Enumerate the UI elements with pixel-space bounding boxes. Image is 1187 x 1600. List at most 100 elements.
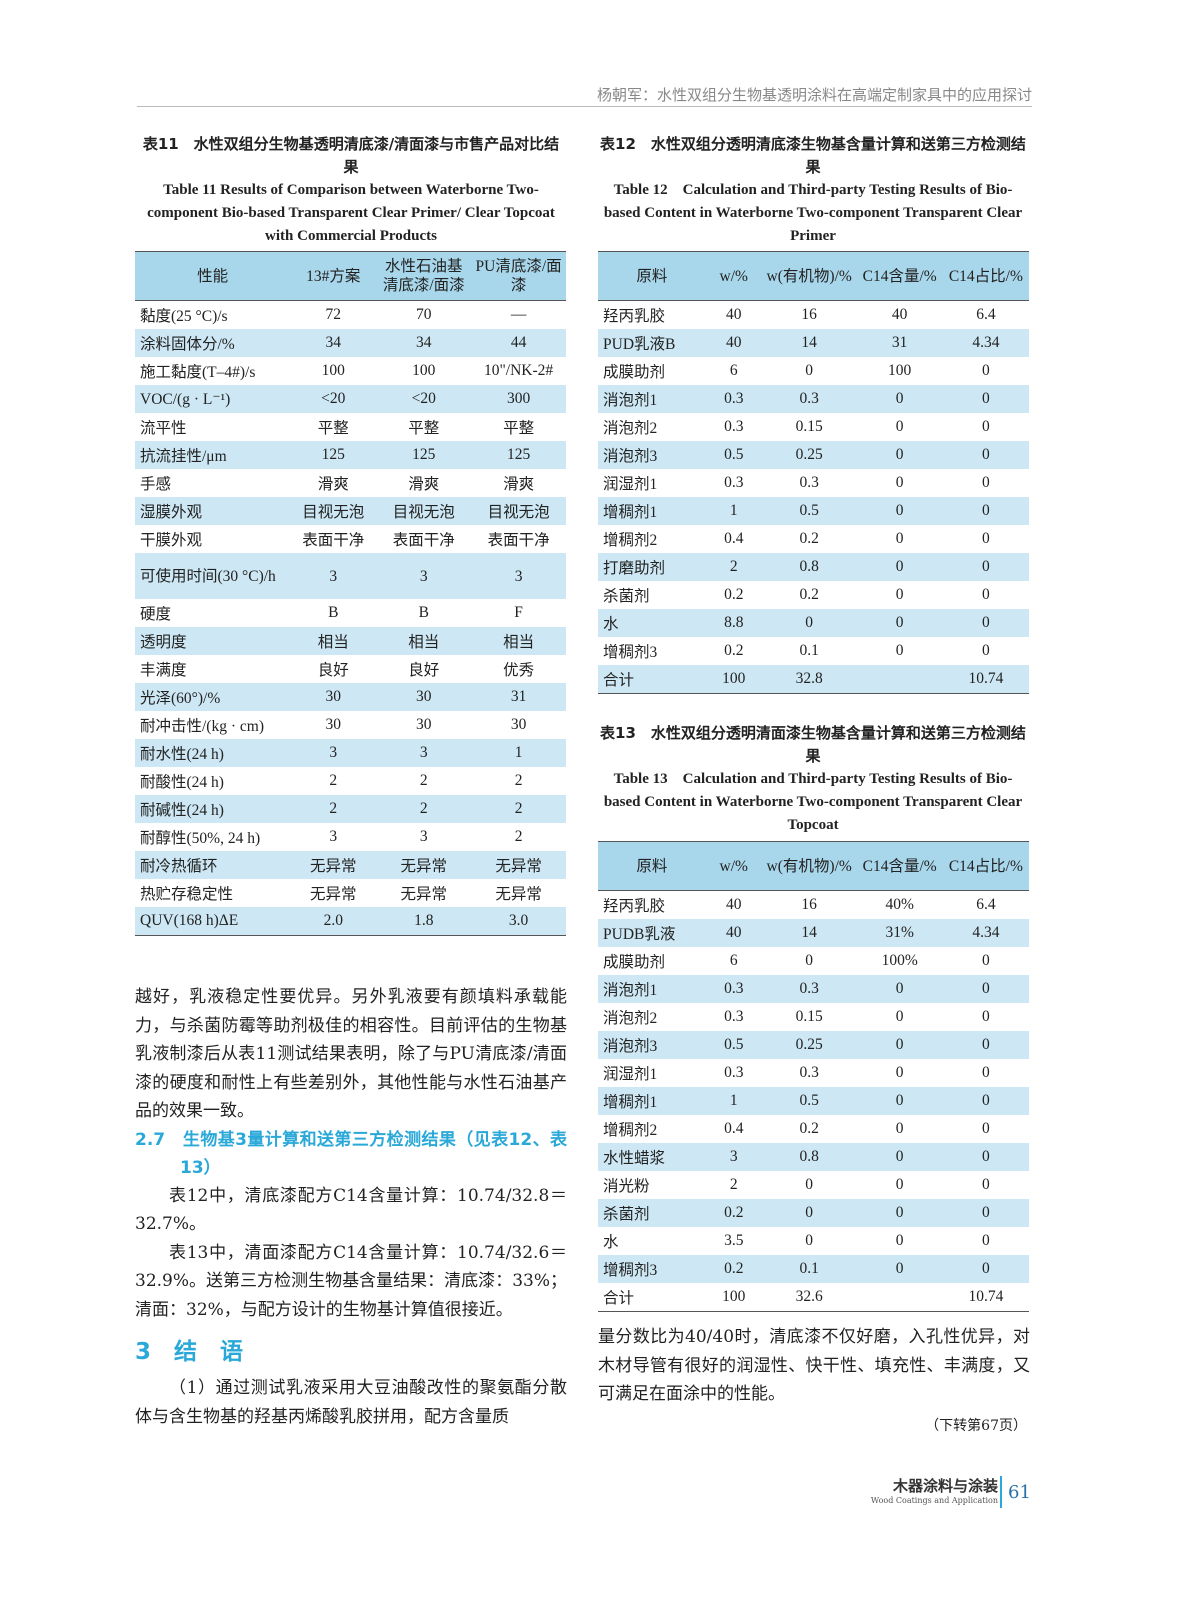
column-header: 水性石油基清底漆/面漆 xyxy=(376,251,472,301)
row-label: 施工黏度(T–4#)/s xyxy=(140,364,256,381)
cell: 表面干净 xyxy=(392,532,455,549)
cell: 0 xyxy=(895,418,904,435)
cell: 1.8 xyxy=(376,907,472,936)
table-row: 成膜助剂 6 0 100 0 xyxy=(598,357,1029,385)
row-label: PUDB乳液 xyxy=(598,919,706,947)
cell: 0 xyxy=(856,497,943,525)
row-label: 耐酸性(24 h) xyxy=(140,774,224,791)
cell: 滑爽 xyxy=(317,476,349,493)
cell: 3 xyxy=(329,828,338,845)
row-label: 消泡剂3 xyxy=(598,1031,706,1059)
table-row: 消泡剂2 0.3 0.15 0 0 xyxy=(598,1003,1029,1031)
cell: 0 xyxy=(805,952,814,969)
table-row: 增稠剂2 0.4 0.2 0 0 xyxy=(598,525,1029,553)
table-row: 合计 100 32.8 10.74 xyxy=(598,665,1029,694)
row-label: 涂料固体分/% xyxy=(135,329,291,357)
cell: 0 xyxy=(942,1199,1029,1227)
cell: 良好 xyxy=(408,662,440,679)
cell: 目视无泡 xyxy=(376,497,472,525)
cell: 0.5 xyxy=(705,1031,762,1059)
table-row: 杀菌剂 0.2 0.2 0 0 xyxy=(598,581,1029,609)
table-row: 施工黏度(T–4#)/s 100 100 10"/NK-2# xyxy=(135,357,566,385)
cell: 44 xyxy=(471,329,566,357)
cell: 100 xyxy=(705,665,762,694)
row-label: 润湿剂1 xyxy=(603,1066,658,1083)
cell: 2 xyxy=(290,795,377,823)
table-row: 耐醇性(50%, 24 h) 3 3 2 xyxy=(135,823,566,851)
column-header: w/% xyxy=(705,251,762,301)
row-label: 增稠剂1 xyxy=(598,1087,706,1115)
cell: 3 xyxy=(290,739,377,767)
table-row: 润湿剂1 0.3 0.3 0 0 xyxy=(598,1059,1029,1087)
cell: 0.15 xyxy=(795,418,823,435)
cell: 0 xyxy=(982,642,990,659)
cell: <20 xyxy=(290,385,377,413)
cell: 0 xyxy=(856,553,943,581)
row-label: 羟丙乳胶 xyxy=(603,898,666,915)
paragraph: 量分数比为40/40时，清底漆不仅好磨，入孔性优异，对木材导管有很好的润湿性、快… xyxy=(598,1327,1030,1404)
cell: 30 xyxy=(290,683,377,711)
paragraph: 越好，乳液稳定性要优异。另外乳液要有颜填料承载能力，与杀菌防霉等助剂极佳的相容性… xyxy=(135,987,567,1121)
cell: 30 xyxy=(325,716,342,733)
cell: 0.3 xyxy=(705,385,762,413)
cell: 0 xyxy=(942,553,1029,581)
table12-caption: 表12 水性双组分透明清底漆生物基含量计算和送第三方检测结果 Table 12 … xyxy=(597,133,1029,248)
table-row: QUV(168 h)ΔE 2.0 1.8 3.0 xyxy=(135,907,566,936)
table-row: 手感 滑爽 滑爽 滑爽 xyxy=(135,469,566,497)
table13-caption: 表13 水性双组分透明清面漆生物基含量计算和送第三方检测结果 Table 13 … xyxy=(597,722,1029,837)
cell: 0 xyxy=(895,474,904,491)
cell: F xyxy=(514,604,523,621)
table-row: 增稠剂2 0.4 0.2 0 0 xyxy=(598,1115,1029,1143)
table-row: 可使用时间(30 °C)/h 3 3 3 xyxy=(135,553,566,599)
cell: 10.74 xyxy=(942,665,1029,694)
cell: 0.3 xyxy=(799,474,819,491)
table-row: 消泡剂3 0.5 0.25 0 0 xyxy=(598,441,1029,469)
row-label: 打磨助剂 xyxy=(598,553,706,581)
cell: 0 xyxy=(856,1031,943,1059)
cell: 0 xyxy=(982,362,990,379)
table-row: 耐冷热循环 无异常 无异常 无异常 xyxy=(135,851,566,879)
cell: 0 xyxy=(856,385,943,413)
row-label: 合计 xyxy=(598,1283,706,1312)
cell: 滑爽 xyxy=(408,476,440,493)
row-label: 成膜助剂 xyxy=(603,364,666,381)
table-row: 增稠剂3 0.2 0.1 0 0 xyxy=(598,1255,1029,1283)
cell: 0 xyxy=(942,975,1029,1003)
cell: 0 xyxy=(942,1255,1029,1283)
cell: 0 xyxy=(982,1064,990,1081)
table-row: 丰满度 良好 良好 优秀 xyxy=(135,655,566,683)
table-row: 流平性 平整 平整 平整 xyxy=(135,413,566,441)
table-row: 消光粉 2 0 0 0 xyxy=(598,1171,1029,1199)
cell: 1 xyxy=(705,1087,762,1115)
cell: 0.3 xyxy=(724,1064,744,1081)
cell: 无异常 xyxy=(309,886,357,903)
table11-caption-zh: 表11 水性双组分生物基透明清底漆/清面漆与市售产品对比结果 xyxy=(142,135,560,176)
cell: 0 xyxy=(942,609,1029,637)
cell: 0 xyxy=(856,1143,943,1171)
table-row: 水 8.8 0 0 0 xyxy=(598,609,1029,637)
cell: 0.3 xyxy=(705,975,762,1003)
table-row: 羟丙乳胶 40 16 40 6.4 xyxy=(598,301,1029,330)
column-header: 原料 xyxy=(598,251,706,301)
row-label: 抗流挂性/μm xyxy=(135,441,291,469)
cell: 无异常 xyxy=(495,886,542,903)
table-row: 水性蜡浆 3 0.8 0 0 xyxy=(598,1143,1029,1171)
table-row: 杀菌剂 0.2 0 0 0 xyxy=(598,1199,1029,1227)
cell: 平整 xyxy=(317,420,349,437)
row-label: 耐醇性(50%, 24 h) xyxy=(140,830,261,847)
cell: 目视无泡 xyxy=(471,497,566,525)
cell: 31 xyxy=(471,683,566,711)
table-row: 消泡剂1 0.3 0.3 0 0 xyxy=(598,975,1029,1003)
cell: 0 xyxy=(895,1064,904,1081)
row-label: 杀菌剂 xyxy=(603,588,650,605)
cell: 滑爽 xyxy=(503,476,535,493)
row-label: 手感 xyxy=(140,476,172,493)
table-row: 抗流挂性/μm 125 125 125 xyxy=(135,441,566,469)
footer-divider xyxy=(1000,1476,1002,1508)
row-label: 消泡剂1 xyxy=(598,975,706,1003)
cell: 表面干净 xyxy=(302,532,365,549)
cell: 0.2 xyxy=(799,586,819,603)
cell: 0 xyxy=(805,1232,814,1249)
cell: 3 xyxy=(419,828,428,845)
cell: 优秀 xyxy=(503,662,535,679)
